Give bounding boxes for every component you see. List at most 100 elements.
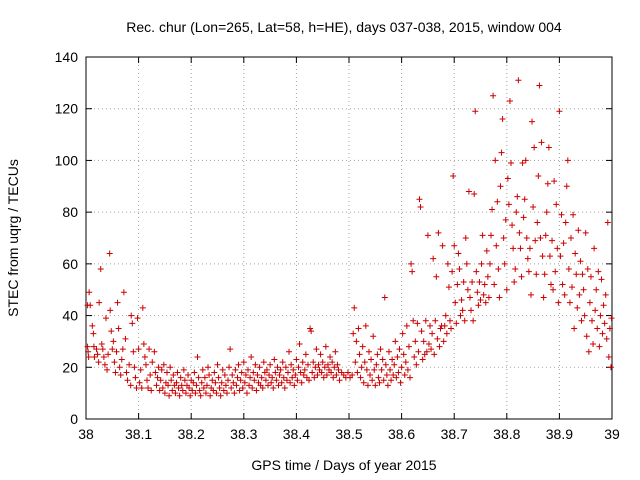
y-tick-label: 120 — [55, 101, 79, 117]
data-point — [464, 286, 471, 293]
x-tick-label: 38.9 — [546, 426, 573, 442]
data-point — [89, 322, 96, 329]
data-point — [286, 348, 293, 355]
x-axis-label: GPS time / Days of year 2015 — [251, 457, 436, 473]
data-point — [415, 348, 422, 355]
data-point — [114, 299, 121, 306]
data-point — [351, 304, 358, 311]
data-point — [362, 322, 369, 329]
data-point — [197, 392, 204, 399]
data-point — [185, 372, 192, 379]
data-point — [132, 374, 139, 381]
data-point — [166, 392, 173, 399]
data-point — [540, 294, 547, 301]
data-point — [388, 377, 395, 384]
data-point — [479, 232, 486, 239]
data-point — [84, 343, 91, 350]
data-point — [565, 266, 572, 273]
data-point — [122, 335, 129, 342]
data-point — [519, 160, 526, 167]
data-point — [448, 325, 455, 332]
data-point — [575, 227, 582, 234]
data-point — [109, 346, 116, 353]
data-point — [489, 206, 496, 213]
data-point — [250, 369, 257, 376]
data-point — [555, 299, 562, 306]
data-point — [408, 260, 415, 267]
data-point — [539, 253, 546, 260]
data-point — [399, 330, 406, 337]
data-point — [582, 229, 589, 236]
data-point — [596, 343, 603, 350]
y-tick-label: 20 — [62, 359, 78, 375]
data-point — [446, 317, 453, 324]
x-tick-label: 38.1 — [125, 426, 152, 442]
data-point — [309, 369, 316, 376]
data-point — [280, 374, 287, 381]
data-point — [398, 364, 405, 371]
data-point — [91, 353, 98, 360]
data-point — [167, 364, 174, 371]
data-point — [486, 260, 493, 267]
data-point — [458, 297, 465, 304]
data-point — [170, 372, 177, 379]
data-point — [598, 276, 605, 283]
data-point — [116, 364, 123, 371]
data-point — [124, 377, 131, 384]
data-point — [530, 203, 537, 210]
data-point — [419, 356, 426, 363]
data-point — [210, 387, 217, 394]
data-point — [607, 364, 614, 371]
data-point — [412, 338, 419, 345]
data-point — [395, 369, 402, 376]
data-point — [501, 260, 508, 267]
data-point — [561, 291, 568, 298]
data-point — [136, 379, 143, 386]
data-point — [102, 315, 109, 322]
data-point — [107, 307, 114, 314]
y-tick-label: 140 — [55, 49, 79, 65]
data-point — [158, 366, 165, 373]
data-point — [437, 325, 444, 332]
data-point — [299, 359, 306, 366]
data-point — [306, 377, 313, 384]
data-point — [400, 351, 407, 358]
data-point — [291, 382, 298, 389]
data-point — [195, 374, 202, 381]
data-point — [218, 379, 225, 386]
data-point — [365, 348, 372, 355]
data-point — [452, 299, 459, 306]
data-point — [578, 317, 585, 324]
data-point — [474, 289, 481, 296]
data-point — [450, 172, 457, 179]
data-point — [564, 157, 571, 164]
data-point — [312, 364, 319, 371]
data-point — [153, 382, 160, 389]
data-point — [117, 372, 124, 379]
data-point — [372, 382, 379, 389]
data-point — [534, 219, 541, 226]
data-point — [405, 343, 412, 350]
data-point — [550, 286, 557, 293]
data-point — [249, 384, 256, 391]
data-point — [154, 374, 161, 381]
data-point — [547, 281, 554, 288]
data-point — [579, 271, 586, 278]
data-point — [323, 372, 330, 379]
data-point — [424, 232, 431, 239]
data-point — [543, 209, 550, 216]
data-point — [592, 307, 599, 314]
data-point — [135, 346, 142, 353]
data-point — [320, 374, 327, 381]
data-point — [165, 382, 172, 389]
data-point — [471, 191, 478, 198]
data-point — [432, 317, 439, 324]
data-point — [567, 235, 574, 241]
data-point — [336, 377, 343, 384]
data-point — [515, 77, 522, 84]
data-point — [585, 348, 592, 355]
data-point — [401, 372, 408, 379]
data-point — [566, 299, 573, 306]
data-point — [513, 209, 520, 216]
data-point — [363, 366, 370, 373]
